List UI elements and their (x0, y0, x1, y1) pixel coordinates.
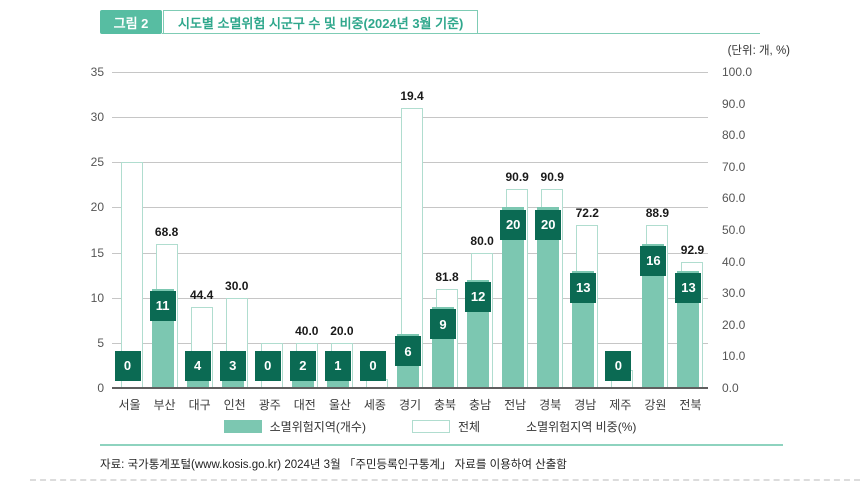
percent-label: 90.9 (505, 170, 529, 185)
x-axis-label: 대전 (293, 398, 316, 412)
percent-label: 20.0 (330, 323, 354, 338)
percent-label: 44.4 (189, 287, 214, 302)
percent-label: 80.0 (470, 233, 494, 248)
x-axis-label: 충남 (469, 398, 492, 412)
y-axis-right-tick-label: 60.0 (722, 191, 746, 206)
count-label-box: 2 (289, 350, 316, 381)
x-axis-label: 전북 (679, 398, 702, 412)
x-axis-label: 경북 (539, 398, 562, 412)
y-axis-left-tick-label: 10 (90, 290, 104, 305)
y-axis-right-tick-label: 40.0 (722, 254, 746, 269)
count-label-box: 6 (395, 336, 421, 367)
figure-title: 시도별 소멸위험 시군구 수 및 비중(2024년 3월 기준) (163, 10, 479, 34)
bar-risk-fill (502, 207, 525, 388)
x-axis-label: 인천 (223, 398, 246, 412)
count-label-box: 0 (254, 350, 281, 381)
gridline (112, 72, 708, 73)
outline-bar-swatch-icon (411, 420, 450, 433)
count-label-box: 0 (605, 350, 632, 381)
count-label-box: 13 (675, 272, 702, 303)
x-axis-label: 충북 (433, 398, 457, 412)
percent-label: 92.9 (680, 242, 705, 257)
y-axis-right-tick-label: 30.0 (722, 286, 746, 301)
percent-label: 30.0 (225, 278, 249, 293)
x-axis-label: 세종 (363, 398, 386, 412)
figure-badge: 그림 2 (100, 10, 162, 34)
count-label-box: 1 (324, 350, 351, 381)
legend-label-risk-count: 소멸위험지역(개수) (269, 420, 366, 434)
x-axis-label: 울산 (328, 398, 351, 412)
unit-note: (단위: 개, %) (727, 45, 790, 57)
count-label-box: 9 (430, 309, 457, 339)
count-label-box: 13 (570, 272, 597, 303)
x-axis-label: 경남 (574, 398, 597, 412)
legend-label-risk-share: 소멸위험지역 비중(%) (526, 420, 637, 434)
y-axis-right-tick-label: 50.0 (722, 223, 746, 237)
x-axis-label: 제주 (609, 398, 632, 412)
y-axis-left-tick-label: 20 (90, 200, 104, 215)
source-text: 자료: 국가통계포털(www.kosis.go.kr) 2024년 3월 「주민… (100, 459, 567, 471)
x-axis-label: 강원 (644, 398, 667, 412)
y-axis-right-tick-label: 100.0 (722, 65, 753, 79)
legend-label-total: 전체 (457, 420, 481, 434)
y-axis-left-tick-label: 15 (90, 245, 104, 260)
y-axis-left-tick-label: 5 (97, 335, 104, 350)
y-axis-left-tick-label: 0 (97, 381, 104, 395)
y-axis-right-tick-label: 20.0 (722, 317, 746, 332)
percent-label: 72.2 (575, 206, 599, 221)
count-label-box: 0 (114, 350, 141, 381)
percent-label: 19.4 (400, 89, 424, 104)
legend-item-risk-count: 소멸위험지역(개수) (223, 418, 366, 435)
separator-line (100, 444, 783, 446)
page-edge-dashes (30, 479, 860, 481)
percent-label: 88.9 (645, 206, 670, 221)
y-axis-right-tick-label: 90.0 (722, 96, 746, 111)
x-axis-label: 전남 (504, 398, 527, 412)
y-axis-right-tick-label: 70.0 (722, 159, 746, 174)
count-label-box: 4 (184, 350, 211, 381)
x-axis-baseline (112, 387, 708, 389)
y-axis-right-tick-label: 10.0 (722, 349, 746, 364)
count-label-box: 20 (500, 209, 527, 240)
percent-label: 90.9 (540, 170, 564, 185)
filled-bar-swatch-icon (223, 420, 262, 433)
percent-label: 40.0 (295, 323, 319, 338)
count-label-box: 11 (149, 290, 176, 321)
percent-label: 68.8 (154, 224, 179, 239)
legend: 소멸위험지역(개수) 전체 소멸위험지역 비중(%) (0, 418, 860, 435)
legend-item-total: 전체 (411, 418, 481, 435)
x-axis-label: 서울 (118, 398, 141, 412)
x-axis-label: 경기 (398, 398, 422, 412)
y-axis-right-tick-label: 80.0 (722, 128, 746, 143)
count-label-box: 3 (219, 350, 246, 381)
percent-label: 81.8 (435, 269, 459, 284)
y-axis-right-tick-label: 0.0 (722, 381, 739, 395)
count-label-box: 0 (359, 350, 386, 381)
y-axis-left-tick-label: 30 (90, 110, 104, 125)
y-axis-left-tick-label: 35 (90, 65, 104, 79)
count-label-box: 16 (640, 245, 667, 276)
count-label-box: 20 (535, 209, 562, 240)
legend-item-risk-share: 소멸위험지역 비중(%) (526, 418, 636, 435)
count-label-box: 12 (465, 281, 492, 312)
x-axis-label: 광주 (258, 398, 281, 412)
x-axis-label: 부산 (153, 398, 176, 412)
bar-risk-fill (642, 243, 665, 388)
y-axis-left-tick-label: 25 (90, 155, 104, 170)
bar-risk-fill (537, 207, 560, 388)
x-axis-label: 대구 (188, 398, 211, 412)
figure-header: 그림 2 시도별 소멸위험 시군구 수 및 비중(2024년 3월 기준) (100, 10, 479, 34)
bar-risk-fill (326, 378, 349, 388)
